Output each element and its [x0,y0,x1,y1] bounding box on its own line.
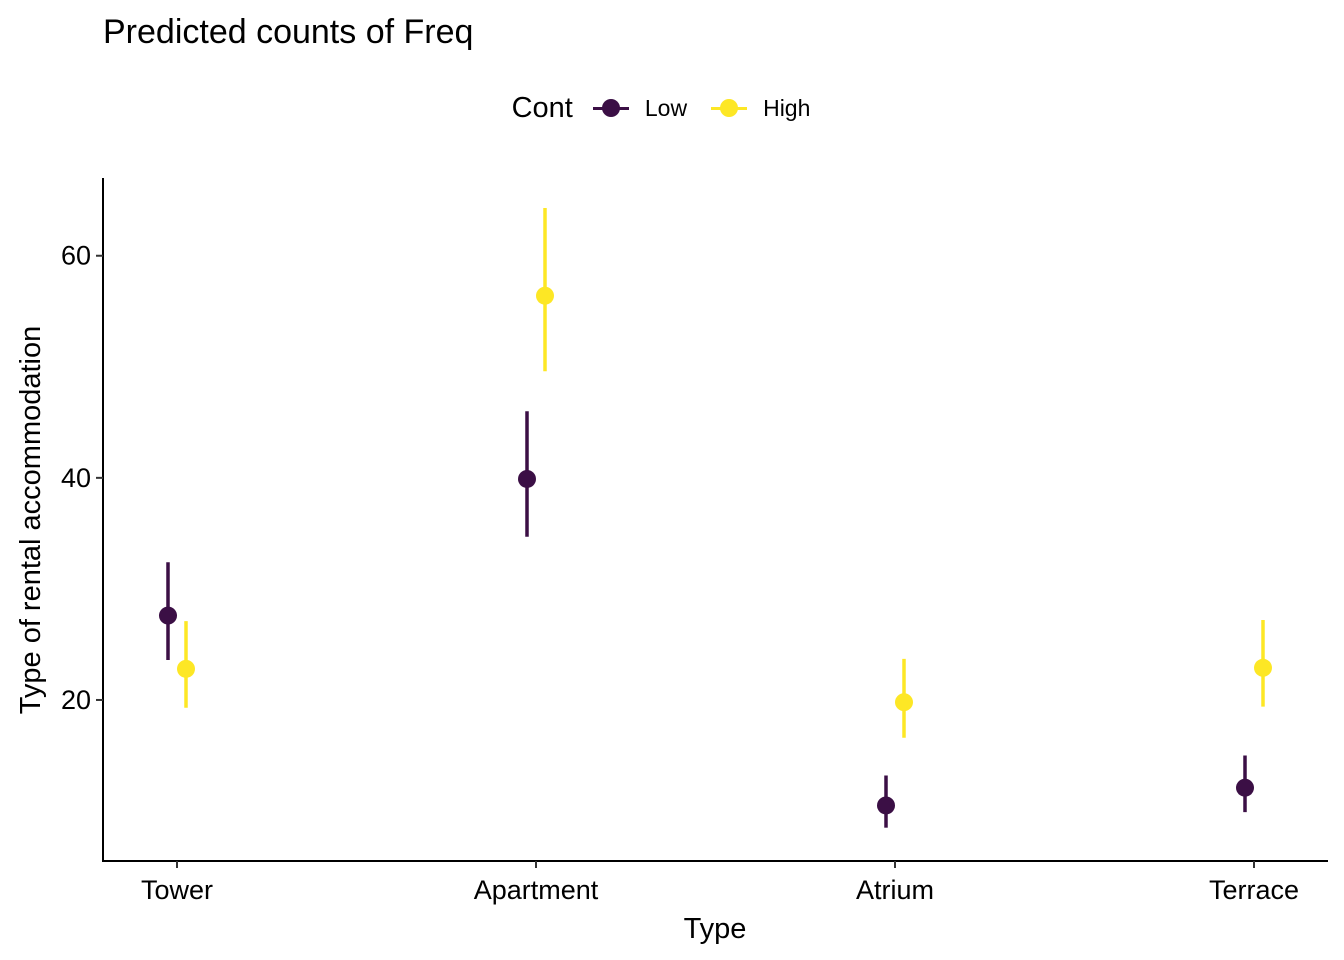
legend-item-high: High [709,95,810,122]
chart-marks [159,207,1272,828]
x-axis-title: Type [684,913,747,945]
legend-key-low-dot [601,99,620,117]
legend-key-low [591,96,631,120]
legend-key-high-dot [720,99,739,117]
y-axis-title: Type of rental accommodation [15,326,47,714]
legend-item-low: Low [591,95,687,122]
point-high [1254,658,1272,677]
x-tick-label: Terrace [1209,875,1299,905]
point-high [536,286,554,305]
chart-title: Predicted counts of Freq [103,13,474,51]
legend-key-high [709,96,749,120]
legend-label-high: High [763,94,811,121]
legend: Cont Low High [0,86,1344,130]
y-tick-label: 40 [61,463,91,493]
x-tick-label: Tower [141,875,213,905]
legend-label-low: Low [644,94,688,121]
y-tick-label: 20 [61,685,91,715]
point-low [1236,778,1254,797]
point-high [895,693,913,712]
y-tick-label: 60 [61,241,91,271]
axes: 20 40 60 Tower Apartment Atrium Terrace [61,178,1328,905]
legend-title: Cont [511,91,573,124]
point-low [518,469,536,488]
x-tick-label: Atrium [856,875,934,905]
point-high [177,659,195,678]
point-low [877,796,895,815]
point-low [159,606,177,625]
x-tick-label: Apartment [474,875,599,905]
